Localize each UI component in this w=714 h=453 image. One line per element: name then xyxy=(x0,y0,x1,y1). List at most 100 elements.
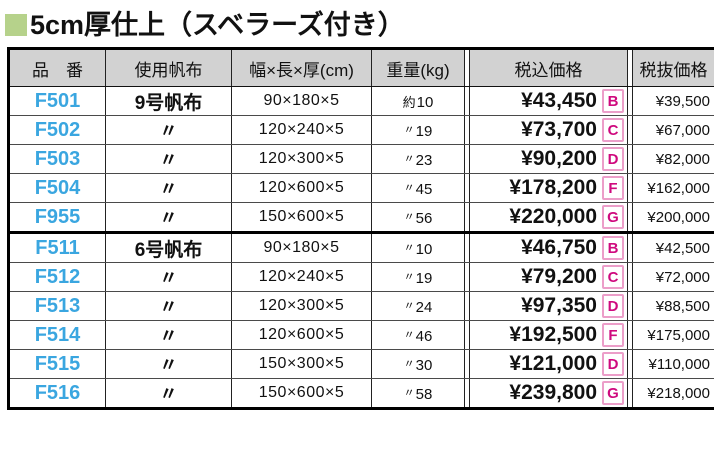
weight-value: 19 xyxy=(416,270,433,287)
weight: 〃19 xyxy=(372,263,465,292)
product-code: F501 xyxy=(9,87,106,116)
header-product-code: 品 番 xyxy=(9,49,106,87)
canvas-type: 〃 xyxy=(106,321,232,350)
weight: 〃56 xyxy=(372,203,465,233)
product-code: F513 xyxy=(9,292,106,321)
weight-value: 24 xyxy=(416,299,433,316)
price-grade-badge: F xyxy=(602,323,624,347)
weight: 〃30 xyxy=(372,350,465,379)
dimensions: 150×600×5 xyxy=(232,379,372,409)
weight-ditto-mark: 約 xyxy=(403,95,416,110)
weight-ditto-mark: 〃 xyxy=(404,358,415,370)
price-grade-badge: D xyxy=(602,352,624,376)
dimensions: 150×300×5 xyxy=(232,350,372,379)
price-tax-excluded: ¥110,000 xyxy=(633,350,714,379)
section-title-text: 5cm厚仕上（スベラーズ付き） xyxy=(30,12,405,39)
weight-value: 58 xyxy=(416,386,433,403)
product-code: F512 xyxy=(9,263,106,292)
weight: 〃46 xyxy=(372,321,465,350)
price-table: 品 番 使用帆布 幅×長×厚(cm) 重量(kg) 税込価格 税抜価格 F501… xyxy=(7,47,714,410)
weight: 約10 xyxy=(372,87,465,116)
price-tax-included-value: ¥97,350 xyxy=(521,294,597,318)
price-tax-excluded: ¥42,500 xyxy=(633,233,714,263)
price-tax-excluded: ¥72,000 xyxy=(633,263,714,292)
price-tax-excluded: ¥175,000 xyxy=(633,321,714,350)
product-code: F502 xyxy=(9,116,106,145)
price-tax-excluded: ¥39,500 xyxy=(633,87,714,116)
price-tax-included-value: ¥46,750 xyxy=(521,236,597,260)
dimensions: 90×180×5 xyxy=(232,87,372,116)
canvas-type: 〃 xyxy=(106,379,232,409)
product-code: F503 xyxy=(9,145,106,174)
dimensions: 150×600×5 xyxy=(232,203,372,233)
weight-ditto-mark: 〃 xyxy=(404,329,415,341)
dimensions: 120×600×5 xyxy=(232,174,372,203)
canvas-type: 6号帆布 xyxy=(106,233,232,263)
product-code: F504 xyxy=(9,174,106,203)
dimensions: 120×300×5 xyxy=(232,145,372,174)
canvas-type: 〃 xyxy=(106,145,232,174)
weight-value: 10 xyxy=(416,241,433,258)
price-grade-badge: B xyxy=(602,236,624,260)
header-price-tax-excluded: 税抜価格 xyxy=(633,49,714,87)
canvas-type: 〃 xyxy=(106,263,232,292)
header-price-tax-included: 税込価格 xyxy=(470,49,628,87)
green-square-bullet-icon xyxy=(5,14,27,36)
price-grade-badge: G xyxy=(602,381,624,405)
price-tax-excluded: ¥200,000 xyxy=(633,203,714,233)
weight: 〃45 xyxy=(372,174,465,203)
table-header-row: 品 番 使用帆布 幅×長×厚(cm) 重量(kg) 税込価格 税抜価格 xyxy=(9,49,714,87)
dimensions: 120×240×5 xyxy=(232,263,372,292)
price-tax-excluded: ¥82,000 xyxy=(633,145,714,174)
header-dimensions: 幅×長×厚(cm) xyxy=(232,49,372,87)
price-grade-badge: D xyxy=(602,147,624,171)
canvas-type: 〃 xyxy=(106,203,232,233)
price-tax-included-value: ¥239,800 xyxy=(509,381,597,405)
price-tax-excluded: ¥88,500 xyxy=(633,292,714,321)
weight-value: 30 xyxy=(416,357,433,374)
weight: 〃19 xyxy=(372,116,465,145)
canvas-type: 〃 xyxy=(106,292,232,321)
canvas-type: 〃 xyxy=(106,116,232,145)
weight-ditto-mark: 〃 xyxy=(404,300,415,312)
header-weight: 重量(kg) xyxy=(372,49,465,87)
price-tax-included-value: ¥73,700 xyxy=(521,118,597,142)
product-code: F516 xyxy=(9,379,106,409)
weight-value: 56 xyxy=(416,210,433,227)
price-grade-badge: G xyxy=(602,205,624,229)
price-tax-included-value: ¥79,200 xyxy=(521,265,597,289)
price-grade-badge: C xyxy=(602,265,624,289)
weight-value: 10 xyxy=(417,94,434,111)
weight-ditto-mark: 〃 xyxy=(404,153,415,165)
weight: 〃10 xyxy=(372,233,465,263)
price-grade-badge: F xyxy=(602,176,624,200)
weight-value: 23 xyxy=(416,152,433,169)
product-code: F514 xyxy=(9,321,106,350)
price-tax-excluded: ¥67,000 xyxy=(633,116,714,145)
dimensions: 120×240×5 xyxy=(232,116,372,145)
section-title: 5cm厚仕上（スベラーズ付き） xyxy=(5,9,714,41)
price-grade-badge: C xyxy=(602,118,624,142)
price-tax-included-value: ¥121,000 xyxy=(509,352,597,376)
price-grade-badge: B xyxy=(602,89,624,113)
product-code: F511 xyxy=(9,233,106,263)
price-tax-included-value: ¥43,450 xyxy=(521,89,597,113)
header-canvas-type: 使用帆布 xyxy=(106,49,232,87)
weight: 〃24 xyxy=(372,292,465,321)
product-code: F955 xyxy=(9,203,106,233)
